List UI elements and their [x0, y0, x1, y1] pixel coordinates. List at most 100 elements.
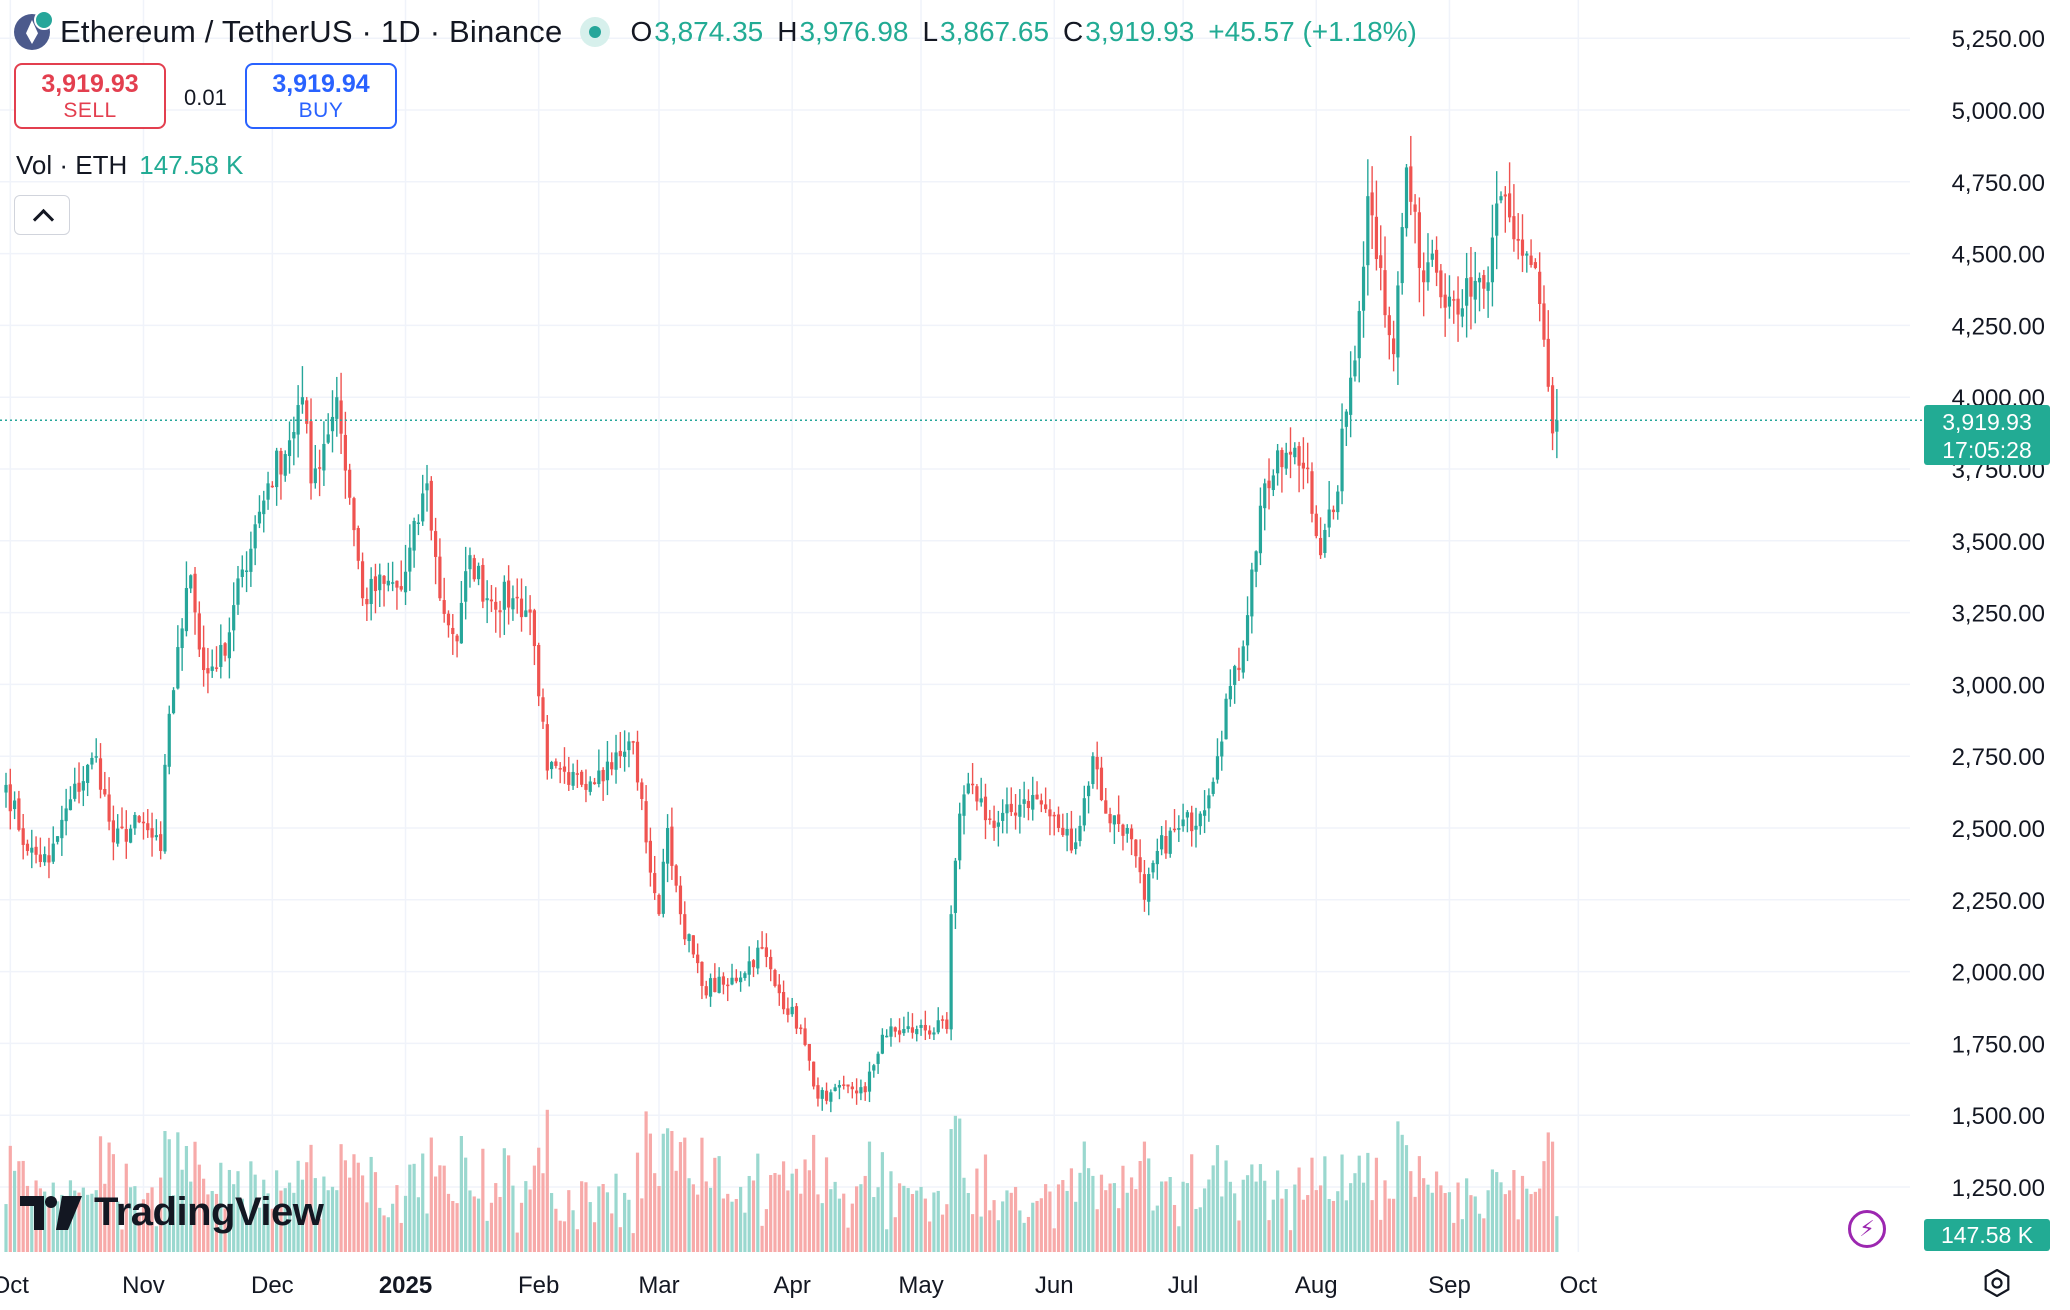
volume-bar [481, 1148, 485, 1252]
volume-bar [683, 1137, 687, 1252]
candle-body [1284, 452, 1288, 469]
volume-bar [81, 1187, 85, 1252]
volume-bar [644, 1111, 648, 1252]
volume-bar [176, 1132, 180, 1252]
candle-body [1353, 360, 1357, 377]
candle-body [30, 847, 34, 853]
candle-body [1396, 285, 1400, 358]
candle-body [794, 1006, 799, 1029]
candle-body [1452, 299, 1456, 301]
candle-body [120, 826, 124, 829]
candle-body [94, 756, 98, 758]
volume-bar [378, 1207, 382, 1252]
candle-body [163, 764, 167, 852]
volume-bar [438, 1165, 442, 1252]
candle-body [519, 598, 524, 618]
volume-bar [21, 1160, 25, 1252]
volume-legend-value: 147.58 K [139, 150, 244, 180]
volume-bar [1018, 1210, 1022, 1252]
volume-bar [476, 1198, 481, 1252]
candle-body [1430, 253, 1434, 260]
candle-body [1323, 529, 1327, 553]
price-axis[interactable]: 1,250.00 1,500.00 1,750.00 2,000.00 2,250.00… [1952, 26, 2045, 1202]
volume-bar [519, 1202, 524, 1252]
volume-legend[interactable]: Vol · ETH 147.58 K [16, 150, 243, 181]
volume-bar [567, 1190, 571, 1252]
sell-button[interactable]: 3,919.93 SELL [14, 63, 166, 129]
volume-bar [545, 1109, 549, 1252]
candle-body [1078, 825, 1082, 842]
price-tick-label: 3,500.00 [1952, 529, 2045, 556]
candle-body [1460, 308, 1464, 317]
lightning-icon[interactable]: ⚡ [1848, 1210, 1886, 1248]
candle-body [708, 978, 713, 997]
candle-body [511, 598, 515, 610]
high-label: H [777, 16, 798, 47]
candle-body [1297, 446, 1301, 466]
high-value: 3,976.98 [799, 16, 909, 47]
candle-body [1108, 813, 1112, 824]
volume-bar [1181, 1181, 1185, 1252]
settings-gear-icon[interactable] [1983, 1269, 2011, 1297]
volume-bar [562, 1221, 567, 1252]
candle-body [1177, 828, 1181, 830]
candle-body [734, 977, 738, 982]
symbol-title[interactable]: Ethereum / TetherUS · 1D · Binance [60, 14, 563, 49]
candle-body [816, 1085, 820, 1099]
buy-button[interactable]: 3,919.94 BUY [245, 63, 397, 129]
volume-bar [159, 1177, 163, 1252]
candle-body [1387, 315, 1391, 336]
time-axis[interactable]: Oct Nov Dec 2025 Feb Mar Apr May Jun Jul Aug Sep Oct [0, 1272, 1597, 1299]
candle-body [193, 573, 197, 613]
candle-body [1413, 204, 1417, 212]
candle-body [339, 400, 343, 434]
market-status-icon[interactable] [580, 17, 611, 47]
candle-body [571, 771, 575, 786]
candle-body [648, 840, 652, 873]
candle-body [1520, 239, 1525, 256]
volume-bar [202, 1178, 206, 1252]
volume-bar [339, 1144, 343, 1252]
volume-bar [739, 1186, 743, 1252]
collapse-legend-button[interactable] [14, 195, 70, 235]
volume-bar [1301, 1199, 1305, 1252]
volume-bar [571, 1210, 575, 1252]
volume-bar [747, 1175, 751, 1252]
candle-body [1447, 296, 1452, 307]
volume-bar [1052, 1228, 1056, 1252]
candle-body [124, 829, 128, 842]
candle-body [507, 580, 511, 608]
volume-bar [769, 1175, 773, 1252]
volume-bar [807, 1170, 811, 1252]
candle-body [1490, 237, 1495, 283]
volume-bar [764, 1209, 768, 1252]
candle-body [777, 984, 781, 994]
volume-bar [120, 1229, 124, 1252]
volume-bar [1194, 1208, 1198, 1252]
candle-body [1538, 271, 1542, 304]
candle-body [751, 960, 756, 968]
volume-bar [541, 1173, 545, 1252]
volume-bar [330, 1186, 335, 1252]
volume-bar [1117, 1208, 1121, 1252]
volume-bar [1383, 1180, 1387, 1252]
candle-body [1495, 203, 1499, 236]
candle-body [1516, 238, 1520, 241]
candle-body [996, 822, 1000, 827]
candle-body [1529, 255, 1533, 265]
price-tick-label: 4,750.00 [1952, 170, 2045, 197]
volume-bar [1198, 1207, 1202, 1252]
candle-body [1005, 804, 1009, 814]
candle-body [584, 783, 588, 790]
candle-body [451, 627, 455, 635]
candle-body [743, 973, 747, 979]
volume-bar [1340, 1154, 1344, 1252]
candle-body [330, 416, 335, 432]
time-tick-label: 2025 [379, 1272, 432, 1299]
volume-bar [1082, 1141, 1086, 1252]
candle-body [1422, 270, 1426, 283]
candle-body [1482, 275, 1486, 289]
tradingview-logo[interactable]: TradingView [20, 1190, 324, 1235]
volume-bar [893, 1217, 897, 1252]
